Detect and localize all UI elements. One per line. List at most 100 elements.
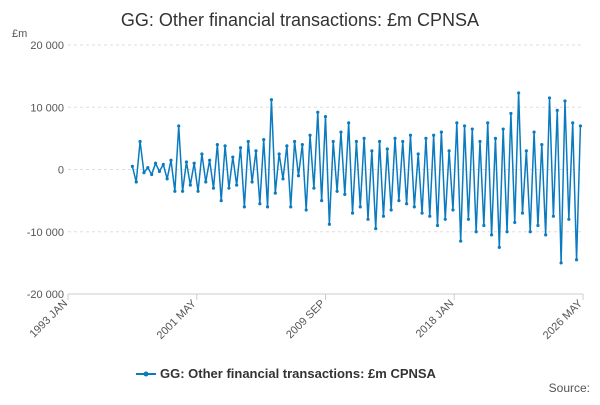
data-point <box>408 133 413 137</box>
y-tick-label: -20 000 <box>27 289 64 301</box>
x-tick-label: 2018 JAN <box>414 298 457 341</box>
data-point <box>532 130 536 134</box>
data-point <box>138 139 142 144</box>
data-point <box>211 186 216 190</box>
data-point <box>157 169 162 173</box>
data-point <box>331 139 335 144</box>
data-point <box>551 214 555 218</box>
data-point <box>567 217 571 221</box>
data-point <box>370 149 374 153</box>
data-point <box>339 130 343 134</box>
data-point <box>401 139 405 144</box>
data-point <box>509 111 513 116</box>
data-point <box>435 223 440 228</box>
data-point <box>177 124 181 128</box>
data-point <box>134 180 138 184</box>
data-point <box>459 239 463 243</box>
data-point <box>381 214 386 218</box>
data-point <box>354 139 358 144</box>
data-point <box>455 121 459 125</box>
data-point <box>281 177 285 181</box>
data-point <box>416 152 420 156</box>
data-point <box>536 223 540 228</box>
data-point <box>447 149 451 153</box>
data-point <box>130 164 134 168</box>
y-tick-label: 0 <box>58 165 64 177</box>
source: Source: <box>549 381 590 395</box>
data-point <box>289 205 293 209</box>
data-point <box>528 230 532 234</box>
data-point <box>269 98 274 102</box>
data-point <box>470 127 474 131</box>
data-point <box>215 143 219 147</box>
data-point <box>540 143 544 147</box>
data-point <box>165 177 169 181</box>
data-point <box>293 139 297 144</box>
y-tick-label: 20 000 <box>30 40 64 52</box>
data-point <box>254 149 258 153</box>
data-point <box>524 149 528 153</box>
data-point <box>200 152 204 156</box>
data-point <box>169 158 173 162</box>
data-point <box>462 124 467 128</box>
data-point <box>161 162 165 167</box>
data-point <box>493 136 498 140</box>
data-point <box>547 96 552 100</box>
data-point <box>350 211 355 215</box>
y-tick-label: 10 000 <box>30 102 64 114</box>
legend-marker <box>143 371 149 377</box>
data-point <box>517 91 521 95</box>
data-point <box>486 121 490 125</box>
data-point <box>316 110 320 114</box>
data-point <box>571 121 575 125</box>
data-point <box>505 230 509 234</box>
data-point <box>188 183 192 187</box>
series-line <box>131 92 582 263</box>
data-point <box>377 139 382 144</box>
data-point <box>559 261 563 265</box>
x-tick-label: 1993 JAN <box>27 298 70 341</box>
data-point <box>358 205 362 209</box>
data-point <box>563 99 567 103</box>
data-point <box>335 189 339 193</box>
data-point <box>327 222 331 226</box>
data-point <box>482 223 486 228</box>
data-point <box>208 158 212 162</box>
data-point <box>265 205 270 209</box>
y-unit: £m <box>12 28 27 40</box>
data-point <box>173 189 177 193</box>
data-point <box>300 143 304 147</box>
data-point <box>223 144 227 148</box>
data-point <box>142 171 146 175</box>
data-point <box>424 136 428 140</box>
data-point <box>204 180 208 184</box>
y-tick-label: -10 000 <box>27 227 64 239</box>
data-point <box>451 208 455 212</box>
x-tick-label: 2026 MAY <box>541 297 586 342</box>
data-point <box>246 139 250 144</box>
data-point <box>250 180 254 184</box>
data-point <box>146 166 150 170</box>
chart-title: GG: Other financial transactions: £m CPN… <box>121 10 479 30</box>
data-point <box>374 227 378 231</box>
data-point <box>466 217 471 221</box>
data-point <box>227 186 231 190</box>
data-point <box>273 191 277 195</box>
data-point <box>432 133 436 137</box>
data-point <box>304 208 308 212</box>
data-point <box>235 183 239 187</box>
data-point <box>277 152 281 156</box>
data-point <box>238 146 243 150</box>
data-point <box>520 211 525 215</box>
data-point <box>242 205 246 209</box>
data-point <box>180 189 185 193</box>
data-point <box>343 192 347 196</box>
legend-label: GG: Other financial transactions: £m CPN… <box>160 366 437 381</box>
data-point <box>219 199 223 203</box>
data-point <box>196 189 200 193</box>
data-point <box>285 144 289 148</box>
data-point <box>397 199 401 203</box>
data-point <box>489 233 494 237</box>
data-point <box>323 114 328 119</box>
